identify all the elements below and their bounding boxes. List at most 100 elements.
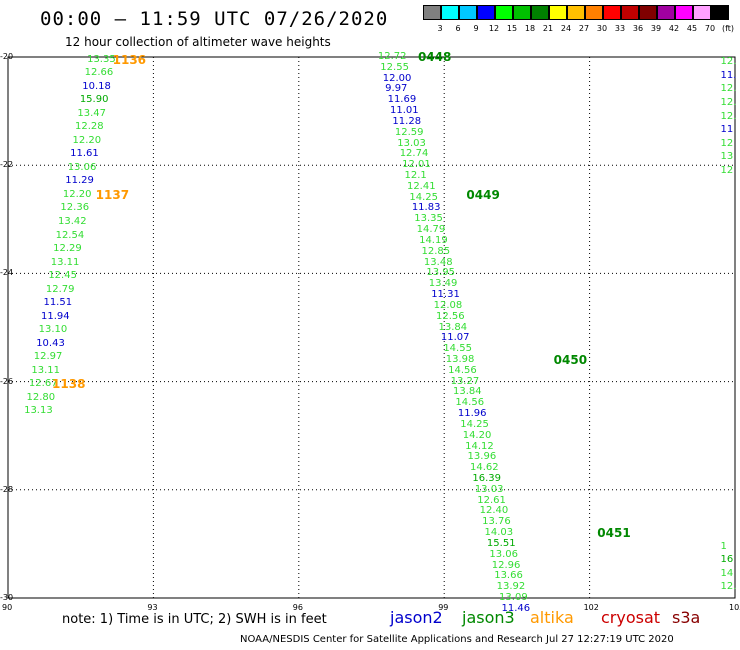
wave-height-value: 12. xyxy=(720,581,737,593)
wave-height-value: 11.01 xyxy=(390,105,419,117)
wave-height-value: 12.74 xyxy=(399,148,429,160)
wave-height-value: 15.51 xyxy=(486,537,516,549)
x-tick-label: 93 xyxy=(147,603,158,612)
y-tick-label: -28 xyxy=(0,484,14,494)
wave-height-value: 13.49 xyxy=(428,278,458,290)
wave-height-value: 14.20 xyxy=(462,429,492,441)
pass-time-label: 0450 xyxy=(553,352,588,367)
wave-height-value: 12.29 xyxy=(53,243,82,255)
wave-height-value: 12 xyxy=(720,137,734,149)
wave-height-value: 13.66 xyxy=(494,570,523,582)
color-scale-label: 18 xyxy=(524,24,536,33)
color-swatch xyxy=(531,5,549,20)
pass-time-label: 0449 xyxy=(466,187,500,202)
wave-height-value: 11.69 xyxy=(387,94,417,106)
color-scale-label: 15 xyxy=(506,24,518,33)
wave-height-value: 13.96 xyxy=(467,451,497,463)
wave-height-value: 11.83 xyxy=(411,202,441,214)
wave-height-value: 12.97 xyxy=(33,351,63,363)
wave-height-value: 12.20 xyxy=(72,134,102,146)
wave-height-value: 14 xyxy=(720,567,734,579)
wave-height-value: 13.98 xyxy=(445,353,475,365)
color-swatch xyxy=(693,5,711,20)
wave-height-value: 14.25 xyxy=(460,418,489,430)
x-tick-label: 99 xyxy=(438,603,449,612)
color-scale-label: 9 xyxy=(473,24,479,33)
color-swatch xyxy=(513,5,531,20)
wave-height-value: 11. xyxy=(720,69,737,81)
color-swatch xyxy=(567,5,585,20)
y-tick-label: -20 xyxy=(0,52,14,61)
color-scale-label: 12 xyxy=(488,24,500,33)
legend-entry-cryosat: cryosat xyxy=(601,608,661,627)
wave-height-value: 12.55 xyxy=(380,61,409,73)
wave-height-value: 12.54 xyxy=(55,229,85,241)
color-scale-label: 6 xyxy=(455,24,461,33)
wave-height-value: 12.36 xyxy=(60,202,90,214)
wave-height-value: 12.1 xyxy=(404,170,427,182)
legend-entry-altika: altika xyxy=(530,608,574,627)
wave-height-value: 12.41 xyxy=(406,180,436,192)
wave-height-value: 14.56 xyxy=(455,397,485,409)
wave-height-value: 12.28 xyxy=(74,121,104,133)
wave-height-value: 14.56 xyxy=(448,364,477,376)
wave-height-value: 14.62 xyxy=(469,462,499,474)
legend-entry-jason3: jason3 xyxy=(462,608,515,627)
footnote: note: 1) Time is in UTC; 2) SWH is in fe… xyxy=(62,612,327,627)
wave-height-value: 13.84 xyxy=(453,386,482,398)
pass-time-label: 0451 xyxy=(597,526,631,541)
wave-height-value: 12.56 xyxy=(436,310,465,322)
color-scale-label: 30 xyxy=(596,24,608,33)
map-border xyxy=(7,56,736,599)
wave-height-value: 12.20 xyxy=(62,188,92,200)
y-tick-label: -24 xyxy=(0,268,14,278)
wave-height-value: 11.51 xyxy=(43,297,73,309)
y-tick-label: -22 xyxy=(0,160,14,170)
wave-height-value: 12.59 xyxy=(394,126,424,138)
x-tick-label: 102 xyxy=(583,603,599,612)
color-scale-label: 21 xyxy=(542,24,554,33)
wave-height-value: 12. xyxy=(720,96,737,108)
color-scale-label: 27 xyxy=(578,24,590,33)
x-tick-label: 105 xyxy=(729,603,740,612)
wave-height-value: 12.08 xyxy=(433,299,463,311)
wave-height-value: 14.25 xyxy=(409,191,439,203)
wave-height-value: 13.11 xyxy=(31,364,60,376)
color-scale-label: 42 xyxy=(668,24,680,33)
credit-line: NOAA/NESDIS Center for Satellite Applica… xyxy=(240,634,674,645)
pass-time-label: 0448 xyxy=(417,50,452,64)
wave-height-value: 12. xyxy=(720,110,737,122)
x-tick-label: 90 xyxy=(2,603,13,612)
wave-height-value: 13.03 xyxy=(474,483,504,495)
pass-time-label: 1136 xyxy=(112,52,147,67)
wave-height-value: 11.46 xyxy=(501,602,531,614)
color-swatch xyxy=(675,5,693,20)
pass-time-label: 1137 xyxy=(95,187,130,202)
wave-height-value: 12.40 xyxy=(479,505,509,517)
y-tick-label: -26 xyxy=(0,376,14,386)
wave-height-value: 13.27 xyxy=(450,375,480,387)
color-swatch xyxy=(441,5,459,20)
wave-height-value: 11.96 xyxy=(457,408,487,420)
wave-height-value: 13.09 xyxy=(499,592,528,603)
wave-height-value: 12.67 xyxy=(28,378,58,390)
wave-height-value: 12 xyxy=(720,164,734,176)
wave-height-value: 10.43 xyxy=(36,337,65,349)
color-scale-label: 3 xyxy=(437,24,443,33)
wave-height-value: 14.79 xyxy=(416,224,446,236)
color-swatch xyxy=(495,5,513,20)
color-swatch xyxy=(657,5,675,20)
wave-height-value: 14.19 xyxy=(419,234,448,246)
color-scale-label: 24 xyxy=(560,24,572,33)
wave-height-value: 12.00 xyxy=(382,72,412,84)
wave-height-value: 12.72 xyxy=(377,51,407,62)
x-tick-label: 96 xyxy=(292,603,303,612)
wave-height-value: 13.42 xyxy=(58,216,87,227)
wave-height-value: 13.10 xyxy=(38,324,68,336)
color-swatch xyxy=(477,5,495,20)
wave-height-value: 14.12 xyxy=(465,440,494,452)
wave-height-value: 10.18 xyxy=(82,80,111,92)
wave-height-value: 11.61 xyxy=(70,148,99,160)
wave-height-value: 13.06 xyxy=(67,161,97,173)
